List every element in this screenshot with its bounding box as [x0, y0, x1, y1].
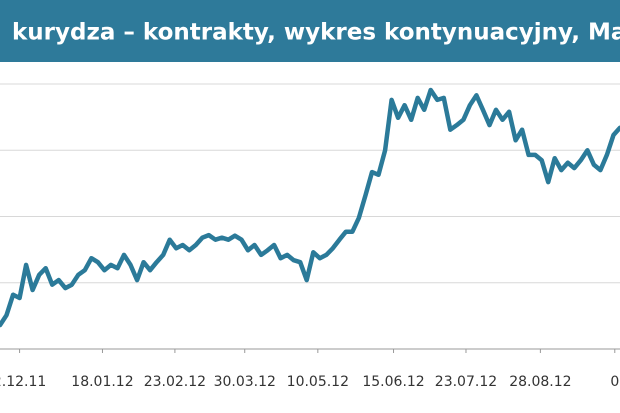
- x-tick-label: 30.03.12: [214, 374, 276, 390]
- x-tick-label: 23.07.12: [435, 374, 497, 390]
- header-bar: [0, 0, 620, 62]
- x-tick-label: 28.08.12: [509, 374, 571, 390]
- x-tick-label: 18.01.12: [71, 374, 133, 390]
- x-tick-label: 15.06.12: [362, 374, 424, 390]
- x-tick-label: 0: [610, 374, 619, 390]
- x-tick-label: 2.12.11: [0, 374, 46, 390]
- price-line: [0, 87, 620, 328]
- x-tick-label: 23.02.12: [144, 374, 206, 390]
- chart-title: kurydza – kontrakty, wykres kontynuacyjn…: [12, 20, 620, 46]
- x-tick-label: 10.05.12: [287, 374, 349, 390]
